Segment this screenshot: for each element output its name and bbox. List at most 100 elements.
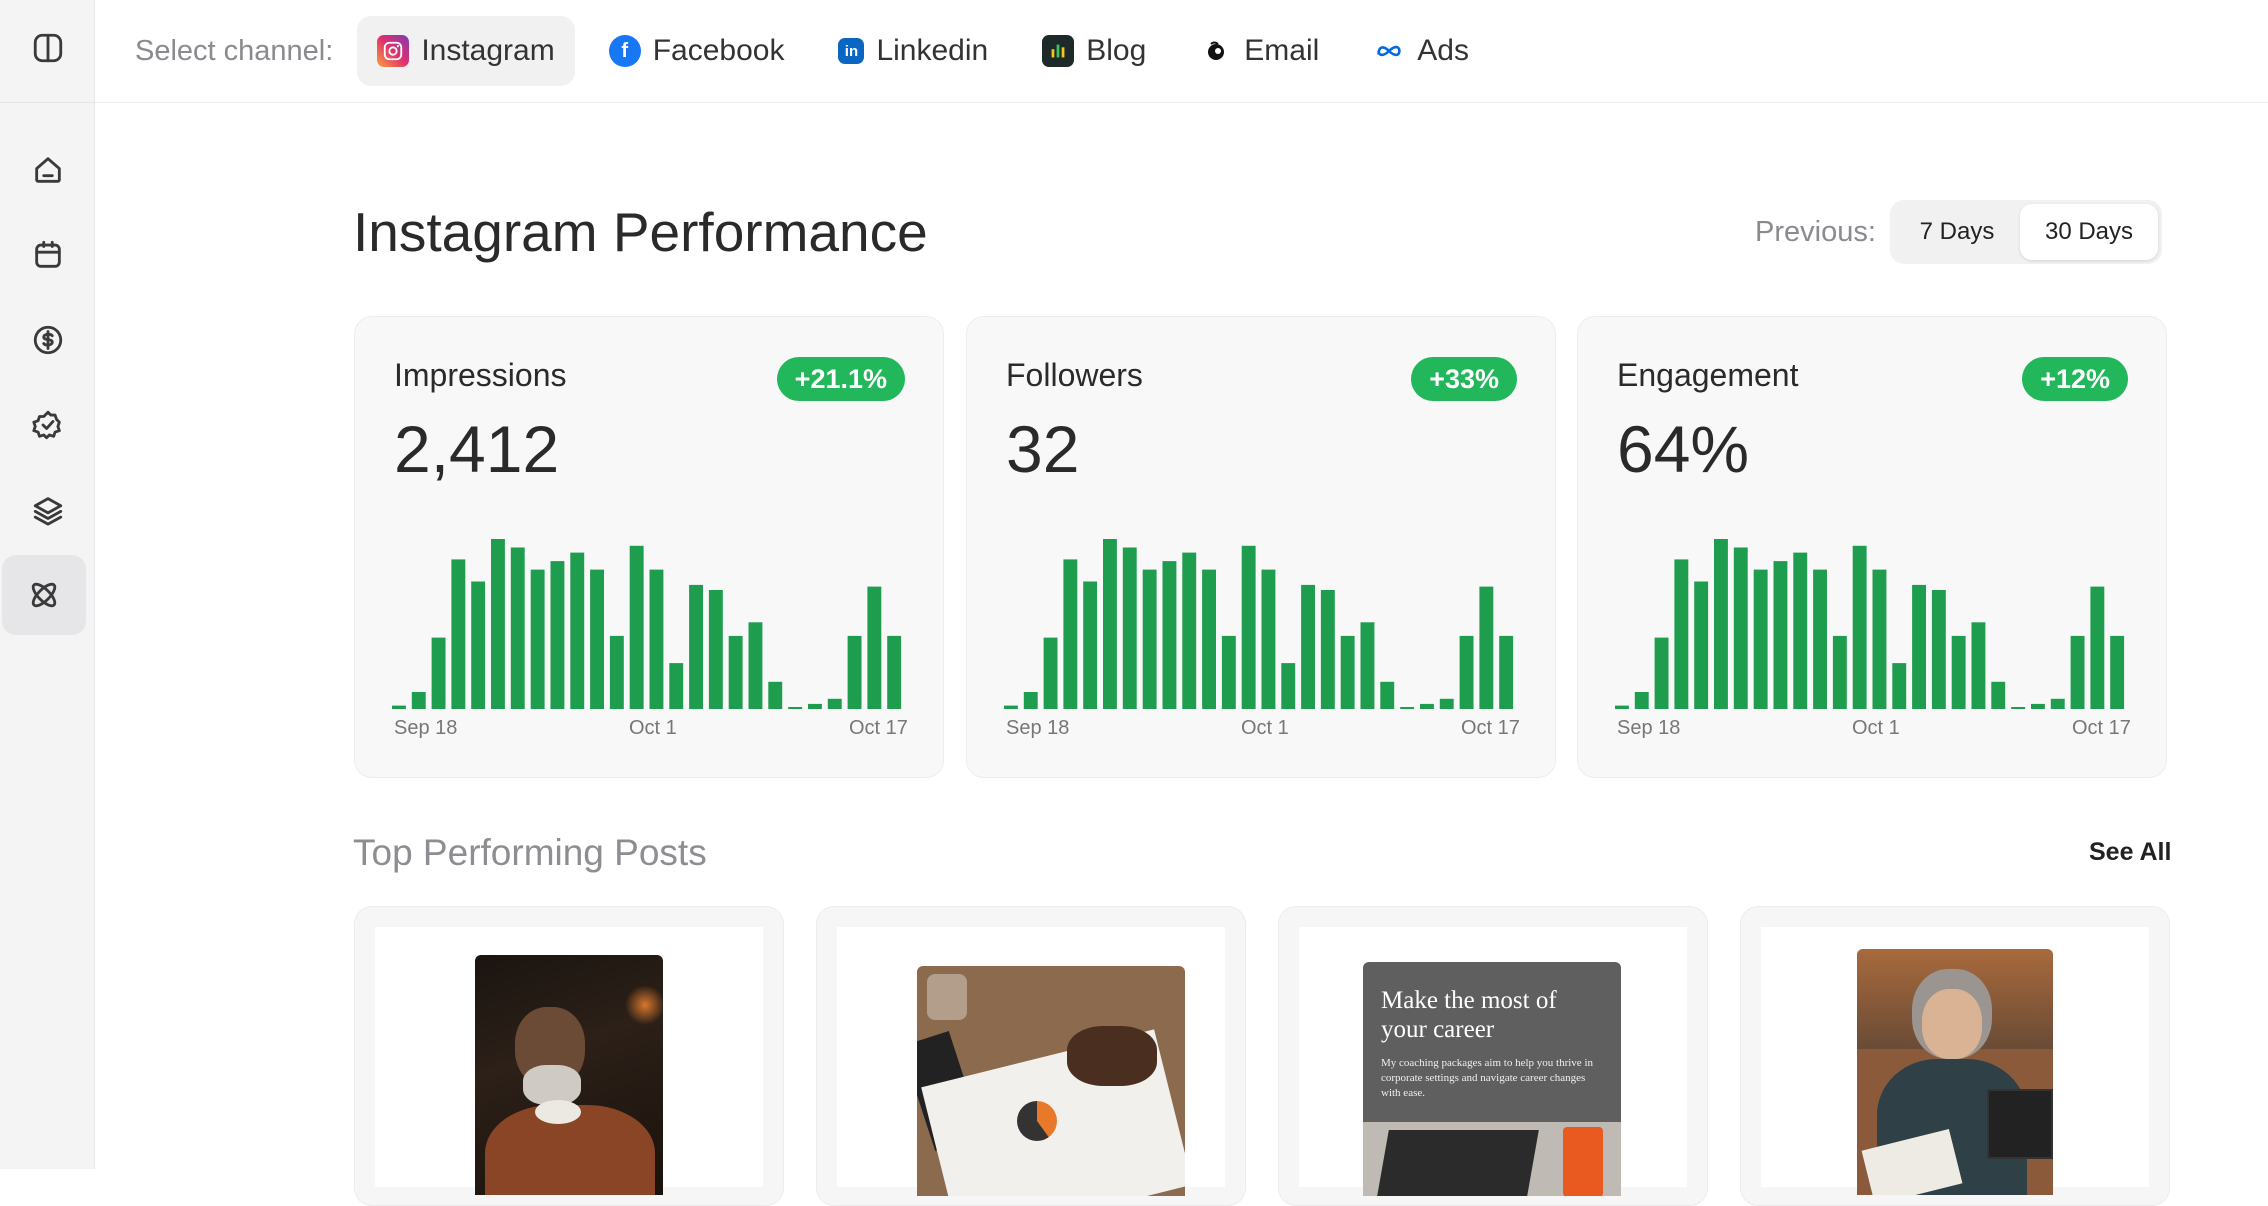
- channel-label: Instagram: [421, 34, 555, 67]
- chart-bar: [451, 559, 466, 709]
- chart-bar: [1615, 705, 1629, 709]
- chart-bar: [847, 635, 862, 709]
- channel-bar: Select channel: Instagram f Facebook in …: [95, 0, 2268, 103]
- chart-bar: [1654, 637, 1669, 709]
- chart-bar: [392, 705, 406, 709]
- post-card[interactable]: [354, 906, 784, 1206]
- chart-bar: [728, 635, 743, 709]
- chart-bar: [1004, 705, 1018, 709]
- chart-bar: [590, 569, 604, 709]
- post-card[interactable]: [1740, 906, 2170, 1206]
- chart-bar: [1083, 581, 1098, 709]
- post-card[interactable]: [816, 906, 1246, 1206]
- graphic-headline: Make the most of your career: [1381, 987, 1557, 1043]
- chart-bar: [669, 663, 684, 709]
- bar-chart: [1615, 539, 2125, 709]
- check-badge-icon[interactable]: [6, 385, 90, 465]
- chart-bar: [1912, 584, 1926, 709]
- chart-bar: [550, 561, 565, 709]
- chart-bar: [1202, 569, 1216, 709]
- chart-bar: [1813, 569, 1827, 709]
- chart-bar: [1380, 681, 1395, 709]
- panel-toggle-icon[interactable]: [6, 8, 90, 88]
- chart-bar: [1931, 590, 1946, 709]
- x-tick-label: Oct 1: [1241, 717, 1289, 739]
- instagram-icon: [377, 35, 410, 67]
- chart-bar: [411, 692, 426, 709]
- chart-bar: [1063, 559, 1078, 709]
- change-badge: +21.1%: [776, 357, 905, 401]
- home-icon[interactable]: [6, 130, 90, 210]
- calendar-icon[interactable]: [6, 215, 90, 295]
- metric-title: Engagement: [1617, 357, 1799, 393]
- channel-tab-linkedin[interactable]: in Linkedin: [818, 16, 1008, 86]
- section-title: Top Performing Posts: [353, 832, 707, 873]
- previous-label: Previous:: [1755, 216, 1876, 248]
- chart-bar: [788, 707, 803, 709]
- x-tick-label: Sep 18: [394, 717, 458, 739]
- chart-bar: [808, 703, 822, 709]
- layers-icon[interactable]: [6, 470, 90, 550]
- chart-bar: [827, 698, 842, 709]
- chart-bar: [867, 586, 882, 709]
- metric-title: Impressions: [394, 357, 567, 393]
- chart-bar: [1479, 586, 1494, 709]
- page-title: Instagram Performance: [353, 201, 928, 263]
- chart-bar: [689, 584, 703, 709]
- chart-bar: [570, 552, 585, 709]
- range-30-days-button[interactable]: 30 Days: [2020, 204, 2158, 260]
- chart-bar: [1103, 539, 1117, 709]
- chart-bar: [1694, 581, 1709, 709]
- chart-bar: [1793, 552, 1808, 709]
- see-all-link[interactable]: See All: [2089, 838, 2172, 866]
- channel-label: Linkedin: [876, 34, 989, 67]
- metric-card-followers: Followers 32 +33% Sep 18 Oct 1 Oct 17: [966, 316, 1556, 778]
- chart-bar: [530, 569, 545, 709]
- chart-bar: [1872, 569, 1887, 709]
- metric-card-impressions: Impressions 2,412 +21.1% Sep 18 Oct 1 Oc…: [354, 316, 944, 778]
- channel-tab-blog[interactable]: Blog: [1022, 16, 1166, 86]
- x-tick-label: Oct 1: [1852, 717, 1900, 739]
- channel-label: Facebook: [652, 34, 785, 67]
- blog-icon: [1042, 35, 1075, 67]
- career-coaching-graphic: Make the most of your career My coaching…: [1363, 962, 1621, 1196]
- meta-icon: [1373, 35, 1405, 67]
- channel-tab-ads[interactable]: Ads: [1353, 16, 1489, 86]
- dollar-icon[interactable]: [6, 300, 90, 380]
- chart-bar: [2090, 586, 2105, 709]
- chart-bar: [1733, 547, 1748, 709]
- woman-laptop-photo: [1857, 949, 2053, 1195]
- hands-writing-notebook-photo: [917, 966, 1185, 1196]
- range-7-days-button[interactable]: 7 Days: [1919, 218, 1995, 245]
- chart-bar: [708, 590, 723, 709]
- change-badge: +33%: [1411, 357, 1517, 401]
- chart-bar: [1281, 663, 1296, 709]
- chart-bar: [1991, 681, 2006, 709]
- channel-tab-email[interactable]: Email: [1180, 16, 1339, 86]
- chart-bar: [629, 545, 644, 709]
- facebook-icon: f: [608, 35, 641, 67]
- chart-bar: [1320, 590, 1335, 709]
- channel-label: Blog: [1086, 34, 1147, 67]
- chart-bar: [1162, 561, 1177, 709]
- post-preview: Make the most of your career My coaching…: [1299, 927, 1687, 1196]
- sidebar: [0, 0, 95, 1169]
- channel-label: Ads: [1417, 34, 1469, 67]
- post-preview: [1761, 927, 2149, 1195]
- post-card[interactable]: Make the most of your career My coaching…: [1278, 906, 1708, 1206]
- atom-icon[interactable]: [2, 555, 86, 635]
- select-channel-label: Select channel:: [135, 34, 334, 67]
- chart-bar: [1773, 561, 1788, 709]
- metric-card-engagement: Engagement 64% +12% Sep 18 Oct 1 Oct 17: [1577, 316, 2167, 778]
- change-badge: +12%: [2022, 357, 2128, 401]
- metric-value: 32: [1006, 412, 1080, 486]
- channel-tab-facebook[interactable]: f Facebook: [589, 16, 805, 86]
- channel-tab-instagram[interactable]: Instagram: [357, 16, 575, 86]
- chart-bar: [1634, 692, 1649, 709]
- chart-bar: [768, 681, 783, 709]
- man-reading-photo: [475, 955, 663, 1195]
- chart-bar: [748, 622, 763, 709]
- chart-bar: [2070, 635, 2085, 709]
- chart-bar: [1852, 545, 1867, 709]
- chart-bar: [1439, 698, 1454, 709]
